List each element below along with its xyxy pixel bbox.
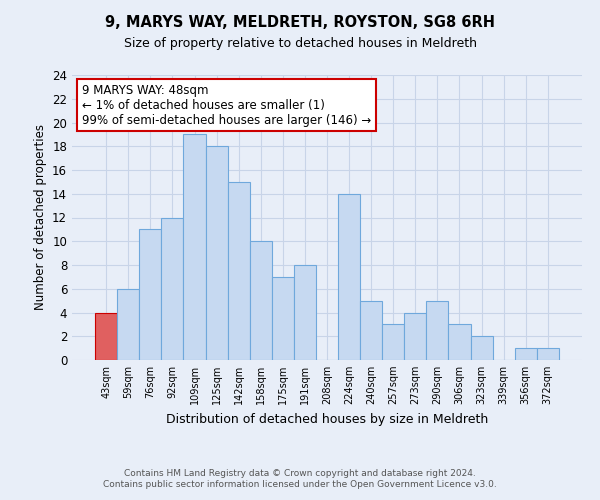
Bar bbox=[294, 265, 316, 360]
Bar bbox=[404, 312, 427, 360]
Bar bbox=[427, 300, 448, 360]
Bar bbox=[117, 289, 139, 360]
Bar bbox=[95, 312, 117, 360]
Bar bbox=[382, 324, 404, 360]
Bar bbox=[139, 230, 161, 360]
Bar bbox=[272, 277, 294, 360]
Bar bbox=[515, 348, 537, 360]
Bar bbox=[161, 218, 184, 360]
Bar bbox=[360, 300, 382, 360]
Bar bbox=[184, 134, 206, 360]
Text: Contains public sector information licensed under the Open Government Licence v3: Contains public sector information licen… bbox=[103, 480, 497, 489]
Bar bbox=[470, 336, 493, 360]
Text: Size of property relative to detached houses in Meldreth: Size of property relative to detached ho… bbox=[124, 38, 476, 51]
Text: 9 MARYS WAY: 48sqm
← 1% of detached houses are smaller (1)
99% of semi-detached : 9 MARYS WAY: 48sqm ← 1% of detached hous… bbox=[82, 84, 371, 126]
Bar bbox=[448, 324, 470, 360]
Bar bbox=[250, 242, 272, 360]
Text: 9, MARYS WAY, MELDRETH, ROYSTON, SG8 6RH: 9, MARYS WAY, MELDRETH, ROYSTON, SG8 6RH bbox=[105, 15, 495, 30]
X-axis label: Distribution of detached houses by size in Meldreth: Distribution of detached houses by size … bbox=[166, 412, 488, 426]
Y-axis label: Number of detached properties: Number of detached properties bbox=[34, 124, 47, 310]
Bar bbox=[206, 146, 227, 360]
Bar bbox=[537, 348, 559, 360]
Bar bbox=[338, 194, 360, 360]
Bar bbox=[227, 182, 250, 360]
Text: Contains HM Land Registry data © Crown copyright and database right 2024.: Contains HM Land Registry data © Crown c… bbox=[124, 468, 476, 477]
